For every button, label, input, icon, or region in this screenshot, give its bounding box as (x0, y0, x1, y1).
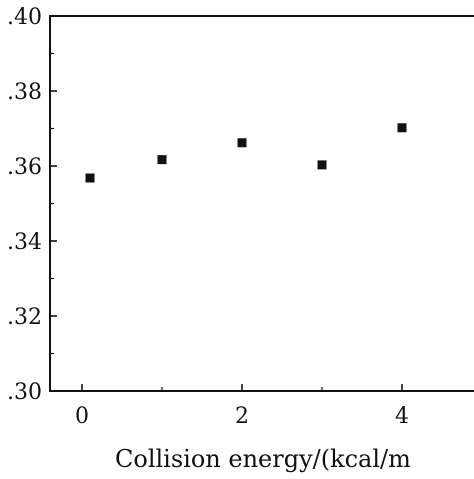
y-tick-label: .40 (7, 5, 42, 30)
data-point (158, 155, 167, 164)
y-tick-label: .36 (7, 155, 42, 180)
plot-frame (50, 16, 474, 391)
data-point (86, 174, 95, 183)
y-tick-label: .32 (7, 305, 42, 330)
x-tick-label: 2 (235, 404, 249, 429)
x-axis-label: Collision energy/(kcal/m (115, 445, 411, 473)
data-point (318, 160, 327, 169)
data-points (86, 123, 474, 182)
y-tick-label: .38 (7, 80, 42, 105)
y-tick-label: .34 (7, 230, 42, 255)
y-tick-label: .30 (7, 380, 42, 405)
data-point (398, 123, 407, 132)
ticks: .30 .32 .34 .36 .38 .40 0 2 4 (7, 5, 474, 429)
axes (50, 16, 474, 391)
x-tick-label: 4 (395, 404, 409, 429)
x-tick-label: 0 (75, 404, 89, 429)
data-point (238, 138, 247, 147)
